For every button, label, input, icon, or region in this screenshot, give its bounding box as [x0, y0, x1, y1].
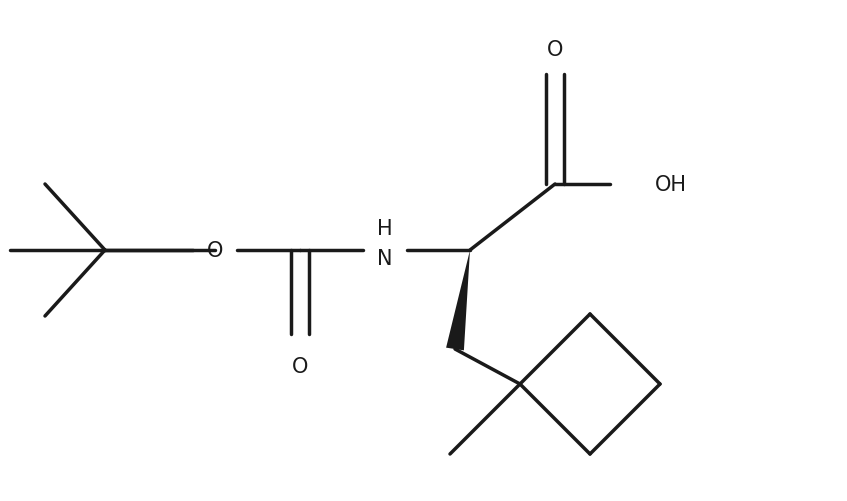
Text: O: O [292, 356, 308, 376]
Text: O: O [547, 40, 563, 60]
Text: OH: OH [655, 175, 687, 194]
Text: H: H [377, 218, 393, 238]
Polygon shape [446, 250, 470, 351]
Text: O: O [207, 240, 224, 261]
Text: N: N [377, 248, 393, 269]
